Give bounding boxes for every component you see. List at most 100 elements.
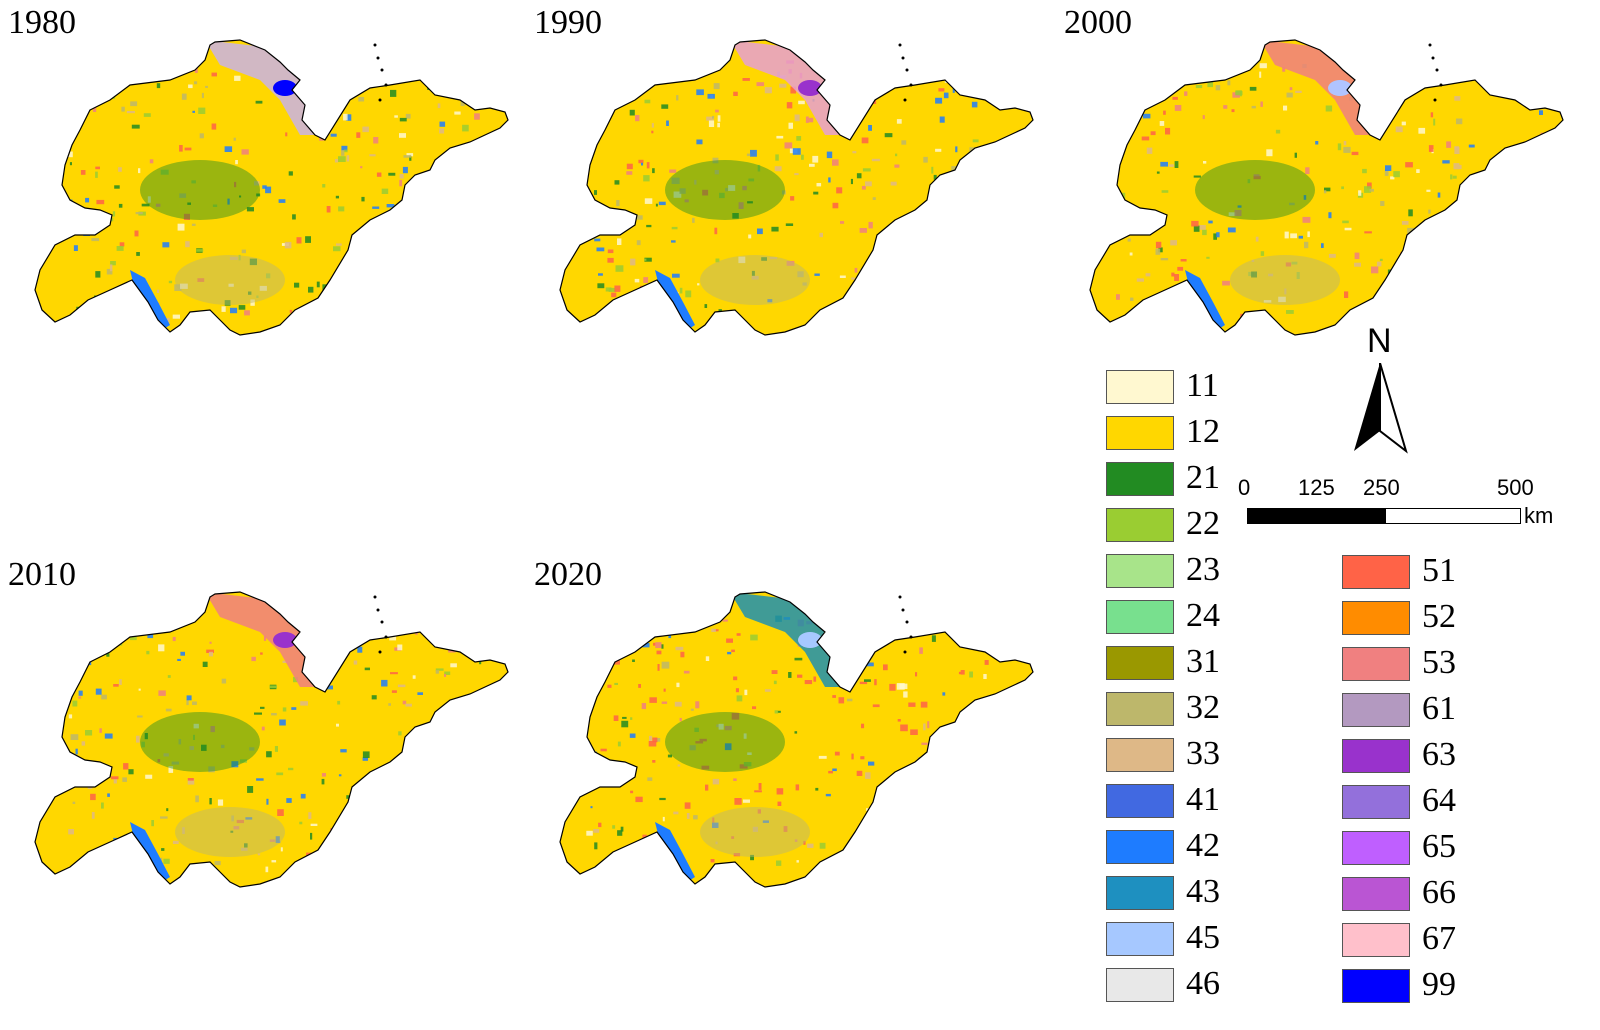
island-1 bbox=[376, 608, 380, 612]
legend-swatch bbox=[1106, 508, 1174, 542]
province-land bbox=[1090, 40, 1563, 335]
year-label: 2010 bbox=[8, 556, 76, 593]
legend-swatch bbox=[1106, 784, 1174, 818]
legend-code: 63 bbox=[1422, 736, 1456, 773]
legend-code: 66 bbox=[1422, 874, 1456, 911]
legend-code: 43 bbox=[1186, 873, 1220, 910]
island-3 bbox=[384, 83, 388, 87]
legend-swatch bbox=[1106, 830, 1174, 864]
island-2 bbox=[380, 68, 384, 72]
legend-code: 12 bbox=[1186, 413, 1220, 450]
island-4 bbox=[1433, 98, 1437, 102]
legend-swatch bbox=[1106, 738, 1174, 772]
island-0 bbox=[898, 43, 902, 47]
land-use-map-2020 bbox=[559, 591, 1034, 888]
scale-bar: 0 125 250 500 km bbox=[1230, 475, 1590, 535]
legend-swatch bbox=[1106, 876, 1174, 910]
legend-code: 64 bbox=[1422, 782, 1456, 819]
legend-swatch bbox=[1106, 554, 1174, 588]
land-use-map-2010 bbox=[34, 591, 509, 888]
legend-swatch bbox=[1342, 831, 1410, 865]
north-arrow: N bbox=[1350, 322, 1410, 455]
scale-unit: km bbox=[1524, 503, 1554, 528]
legend-swatch bbox=[1342, 647, 1410, 681]
legend-swatch bbox=[1106, 370, 1174, 404]
island-0 bbox=[1428, 43, 1432, 47]
legend-swatch bbox=[1106, 692, 1174, 726]
legend-swatch bbox=[1342, 785, 1410, 819]
north-label: N bbox=[1367, 322, 1392, 360]
legend-code: 32 bbox=[1186, 689, 1220, 726]
legend-code: 67 bbox=[1422, 920, 1456, 957]
legend-code: 61 bbox=[1422, 690, 1456, 727]
province-outline bbox=[34, 39, 509, 336]
legend-code: 45 bbox=[1186, 919, 1220, 956]
scale-tick-250: 250 bbox=[1363, 475, 1400, 500]
province-land bbox=[35, 40, 508, 335]
legend-swatch bbox=[1106, 968, 1174, 1002]
island-2 bbox=[380, 620, 384, 624]
legend-swatch bbox=[1106, 922, 1174, 956]
year-label: 2020 bbox=[534, 556, 602, 593]
island-1 bbox=[901, 608, 905, 612]
land-use-map-1980 bbox=[34, 39, 509, 336]
legend-code: 24 bbox=[1186, 597, 1220, 634]
scale-bar-filled bbox=[1247, 508, 1386, 524]
legend-code: 52 bbox=[1422, 598, 1456, 635]
land-use-map-1990 bbox=[559, 39, 1034, 336]
legend-code: 11 bbox=[1186, 367, 1219, 404]
year-label: 1980 bbox=[8, 4, 76, 41]
legend-swatch bbox=[1106, 646, 1174, 680]
legend-swatch bbox=[1342, 601, 1410, 635]
legend-code: 42 bbox=[1186, 827, 1220, 864]
legend-swatch bbox=[1342, 877, 1410, 911]
island-4 bbox=[378, 98, 382, 102]
island-4 bbox=[903, 98, 907, 102]
legend-code: 53 bbox=[1422, 644, 1456, 681]
scale-tick-500: 500 bbox=[1497, 475, 1534, 500]
island-2 bbox=[905, 68, 909, 72]
island-3 bbox=[384, 635, 388, 639]
legend-code: 23 bbox=[1186, 551, 1220, 588]
island-0 bbox=[373, 43, 377, 47]
island-1 bbox=[901, 56, 905, 60]
legend-swatch bbox=[1342, 969, 1410, 1003]
province-land bbox=[35, 592, 508, 887]
legend-swatch bbox=[1106, 416, 1174, 450]
legend-swatch bbox=[1342, 923, 1410, 957]
scale-tick-0: 0 bbox=[1238, 475, 1251, 500]
north-arrow-icon bbox=[1354, 363, 1408, 454]
legend-swatch bbox=[1106, 462, 1174, 496]
province-outline bbox=[1089, 39, 1564, 336]
island-2 bbox=[1435, 68, 1439, 72]
scale-tick-125: 125 bbox=[1298, 475, 1335, 500]
legend-swatch bbox=[1342, 739, 1410, 773]
legend-code: 22 bbox=[1186, 505, 1220, 542]
province-outline bbox=[559, 39, 1034, 336]
legend-code: 41 bbox=[1186, 781, 1220, 818]
year-label: 1990 bbox=[534, 4, 602, 41]
legend-swatch bbox=[1106, 600, 1174, 634]
year-label: 2000 bbox=[1064, 4, 1132, 41]
legend-swatch bbox=[1342, 555, 1410, 589]
island-0 bbox=[898, 595, 902, 599]
legend-code: 31 bbox=[1186, 643, 1220, 680]
island-0 bbox=[373, 595, 377, 599]
legend-code: 51 bbox=[1422, 552, 1456, 589]
legend-code: 21 bbox=[1186, 459, 1220, 496]
legend-code: 46 bbox=[1186, 965, 1220, 1002]
island-3 bbox=[909, 635, 913, 639]
island-4 bbox=[378, 650, 382, 654]
legend-swatch bbox=[1342, 693, 1410, 727]
island-2 bbox=[905, 620, 909, 624]
province-outline bbox=[34, 591, 509, 888]
land-use-map-2000 bbox=[1089, 39, 1564, 336]
province-land bbox=[560, 40, 1033, 335]
scale-bar-empty bbox=[1385, 508, 1521, 524]
province-outline bbox=[559, 591, 1034, 888]
island-1 bbox=[376, 56, 380, 60]
island-3 bbox=[1439, 83, 1443, 87]
island-4 bbox=[903, 650, 907, 654]
legend-code: 33 bbox=[1186, 735, 1220, 772]
island-3 bbox=[909, 83, 913, 87]
